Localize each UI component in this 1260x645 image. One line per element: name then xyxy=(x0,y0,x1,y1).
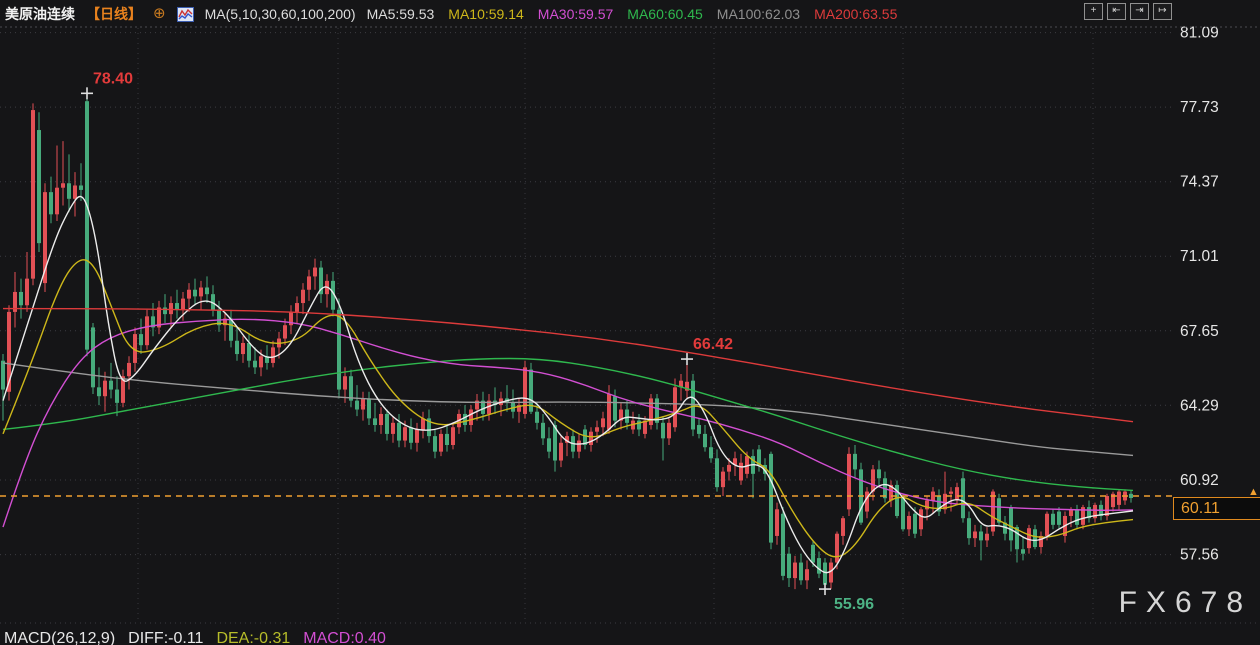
svg-text:64.29: 64.29 xyxy=(1180,397,1219,414)
svg-text:60.92: 60.92 xyxy=(1180,472,1219,489)
symbol-title: 美原油连续 xyxy=(5,6,75,22)
chart-toolbar: + ⇤ ⇥ ↦ xyxy=(1084,3,1172,20)
svg-text:77.73: 77.73 xyxy=(1180,99,1219,116)
ma-line-ma5 xyxy=(2,195,1134,574)
ma-line-ma100 xyxy=(2,362,1134,457)
ma-line-ma60 xyxy=(2,357,1134,492)
ma-line-ma30 xyxy=(2,318,1134,528)
macd-value-label: DIFF:-0.11 xyxy=(128,630,204,645)
macd-value-label: DEA:-0.31 xyxy=(216,630,291,645)
macd-value-label: MACD:0.40 xyxy=(303,630,386,645)
svg-text:55.96: 55.96 xyxy=(834,596,874,613)
ma-legend-item: MA10:59.14 xyxy=(448,6,524,22)
ma-legend-item: MA5:59.53 xyxy=(366,6,435,22)
macd-settings-label[interactable]: MACD(26,12,9) xyxy=(4,630,116,645)
macd-indicator-bar: MACD(26,12,9) DIFF:-0.11 DEA:-0.31 MACD:0.4… xyxy=(4,630,399,645)
mini-chart-icon xyxy=(176,6,194,22)
fx678-watermark: FX678 xyxy=(1118,586,1252,619)
period-selector[interactable]: 【日线】 xyxy=(86,6,142,22)
ma-legend-item: MA30:59.57 xyxy=(537,6,614,22)
price-up-arrow-icon: ▲ xyxy=(1248,486,1259,498)
page-end-icon[interactable]: ⇥ xyxy=(1130,3,1149,20)
ma-legend-item: MA100:62.03 xyxy=(716,6,801,22)
exit-chart-icon[interactable]: ↦ xyxy=(1153,3,1172,20)
ma-line-ma200 xyxy=(2,307,1134,423)
ma-line-ma10 xyxy=(2,259,1134,558)
svg-text:71.01: 71.01 xyxy=(1180,248,1219,265)
chart-legend: 美原油连续 【日线】 ⊕ MA(5,10,30,60,100,200) MA5:… xyxy=(5,3,911,25)
pan-crosshair-icon[interactable]: + xyxy=(1084,3,1103,20)
ma-values: MA5:59.53 MA10:59.14 MA30:59.57 MA60:60.45 M… xyxy=(367,6,912,22)
current-price-tag: 60.11 xyxy=(1173,497,1260,520)
ma-parameters-label: MA(5,10,30,60,100,200) xyxy=(204,6,356,22)
expand-plus-icon[interactable]: ⊕ xyxy=(153,5,166,22)
svg-text:78.40: 78.40 xyxy=(93,70,133,87)
ma-legend-item: MA200:63.55 xyxy=(814,6,898,22)
svg-text:81.09: 81.09 xyxy=(1180,25,1219,42)
svg-text:74.37: 74.37 xyxy=(1180,174,1219,191)
page-start-icon[interactable]: ⇤ xyxy=(1107,3,1126,20)
svg-text:57.56: 57.56 xyxy=(1180,547,1219,564)
svg-text:66.42: 66.42 xyxy=(693,336,733,353)
svg-text:67.65: 67.65 xyxy=(1180,323,1219,340)
ma-legend-item: MA60:60.45 xyxy=(627,6,703,22)
